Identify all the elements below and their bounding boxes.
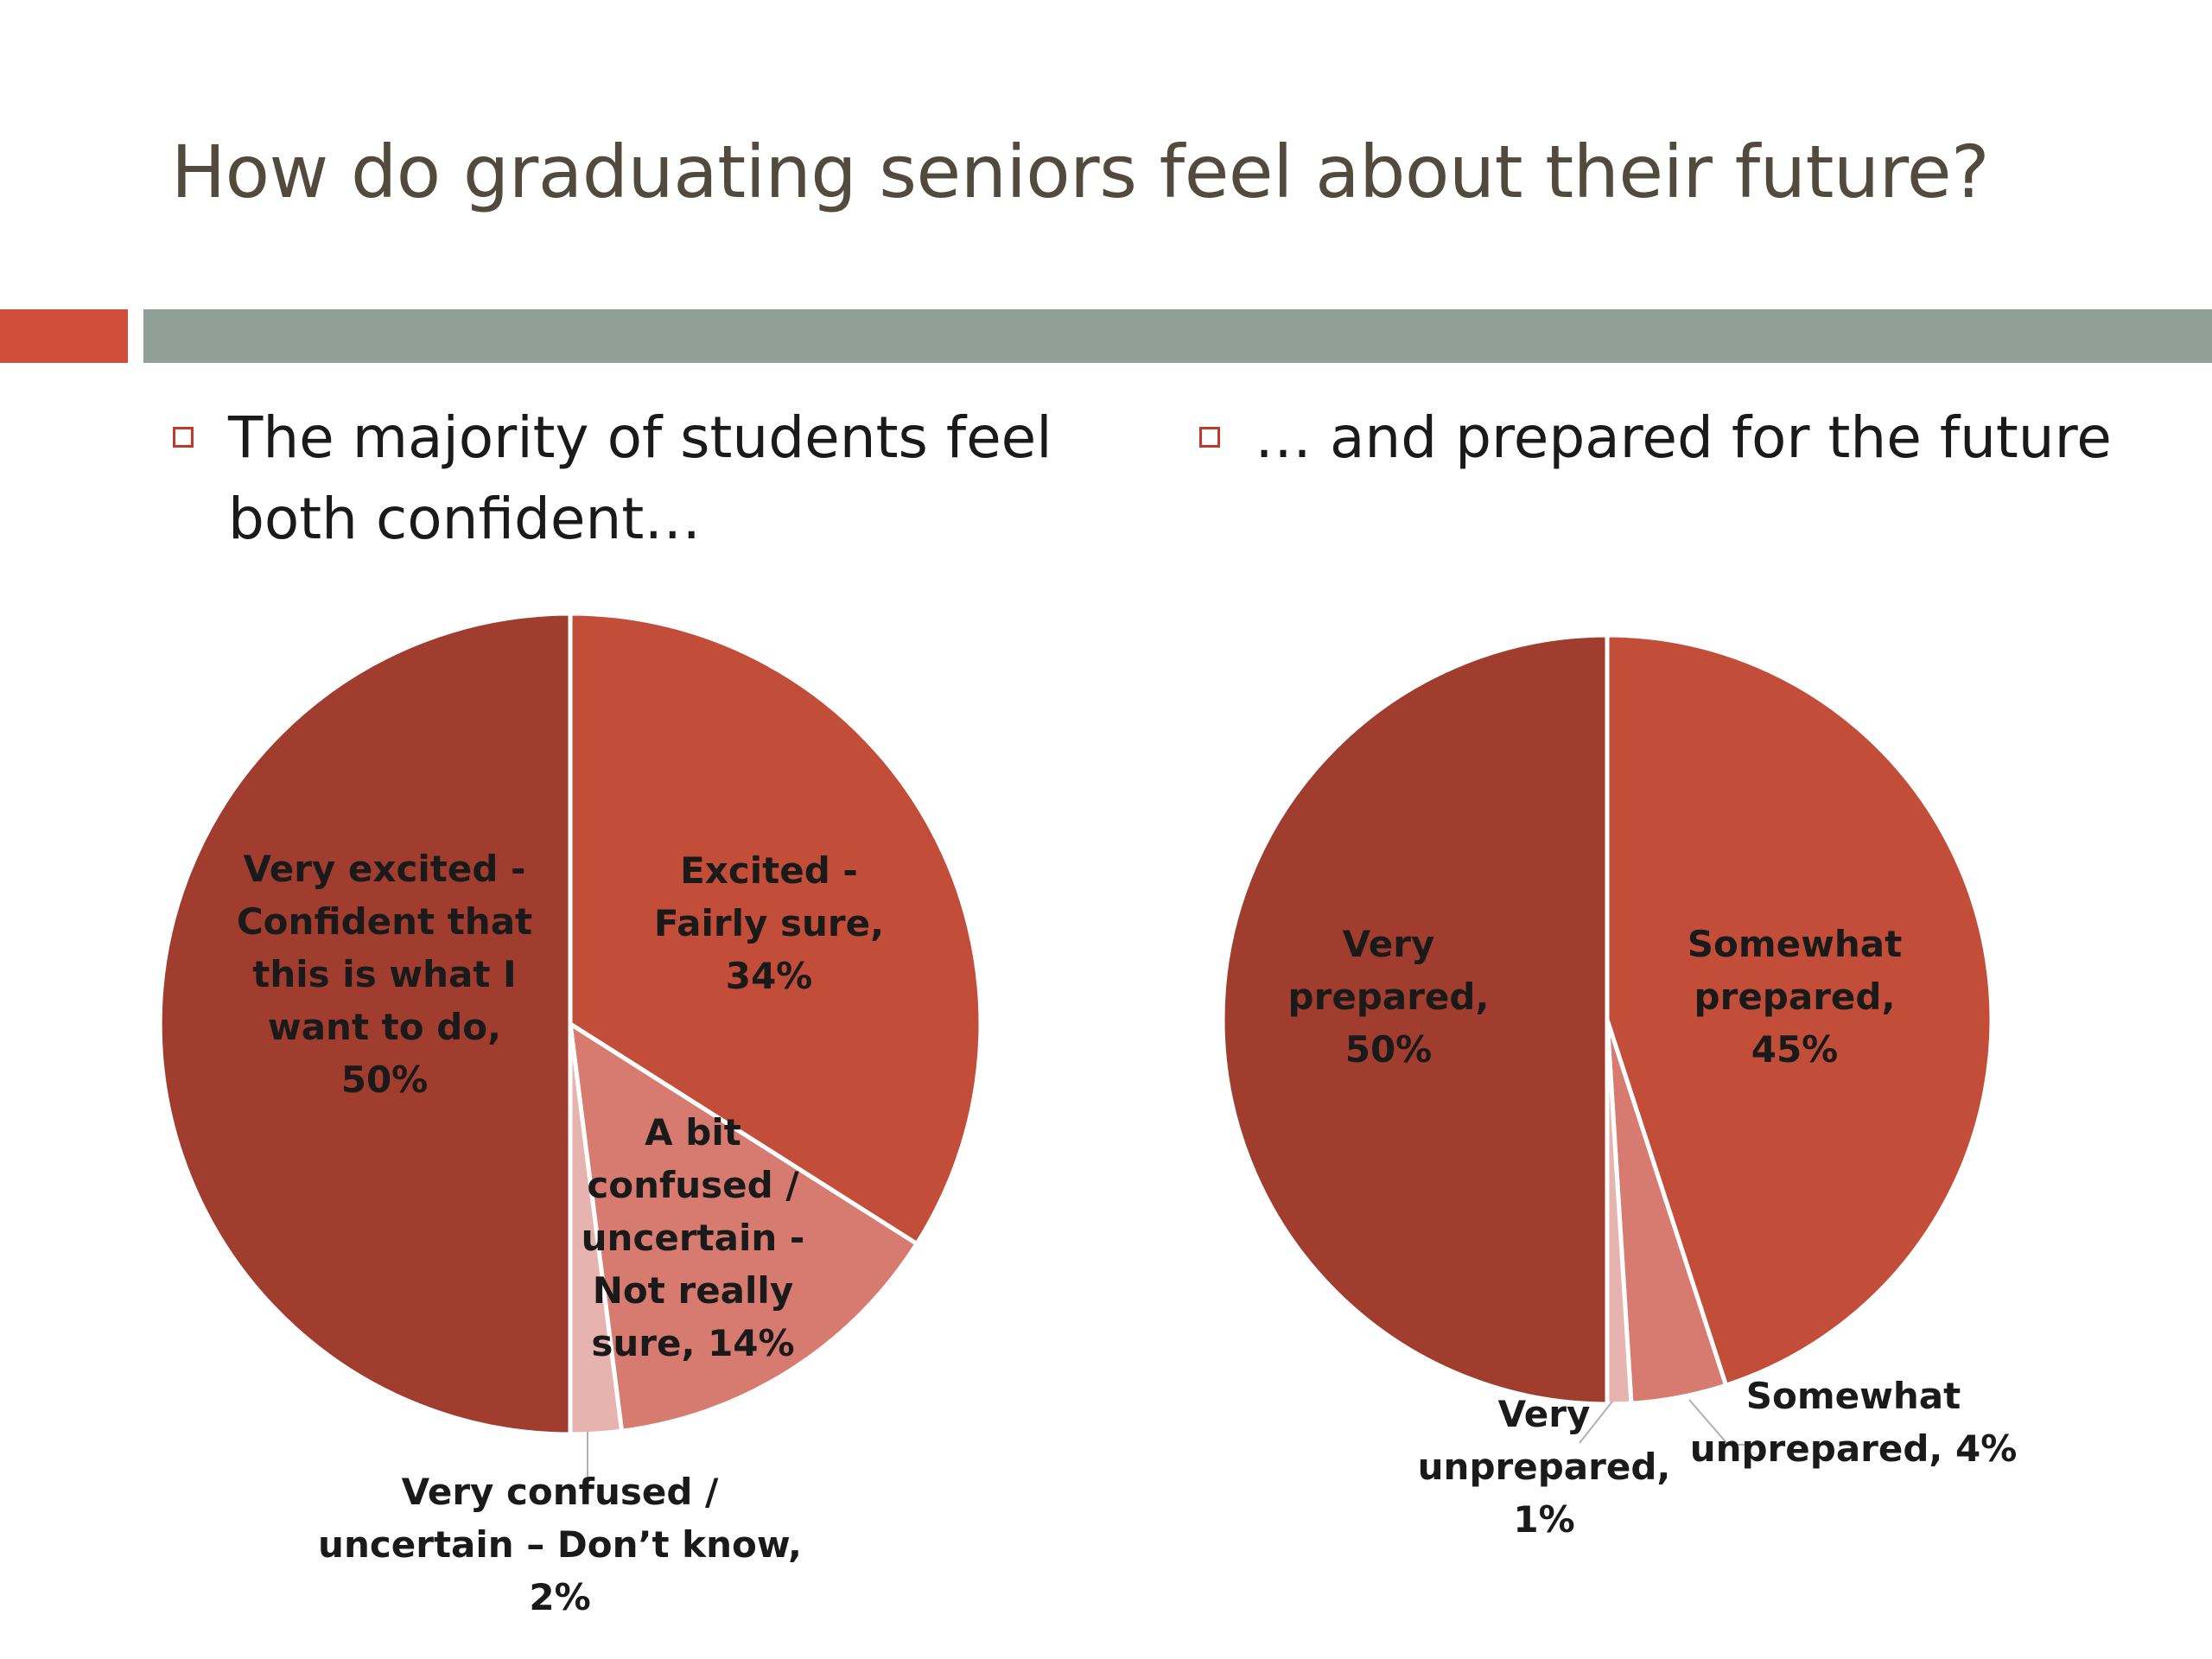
square-bullet-icon	[1199, 427, 1220, 448]
slice-label-1-3: Very confused / uncertain – Don’t know, 2%	[318, 1471, 802, 1618]
slice-label-1-1: Excited -Fairly sure, 34%	[654, 849, 884, 997]
pie-slice-2-4	[1220, 632, 1610, 1407]
bullet-right-text: … and prepared for the future	[1255, 404, 2112, 471]
preparedness-pie: Somewhat prepared, 45% Somewhat unprepared, …	[1220, 632, 2018, 1541]
slide-title: How do graduating seniors feel about the…	[171, 130, 1990, 214]
slice-label-2-3: Very unprepared, 1%	[1418, 1393, 1671, 1541]
slice-label-2-2: Somewhat unprepared, 4%	[1690, 1375, 2018, 1470]
bullet-right: … and prepared for the future	[1199, 397, 2202, 479]
slice-label-1-4: Very excited -Confident that this is what…	[237, 848, 532, 1101]
pie-slice-1-1	[568, 611, 983, 1247]
label-leader-line-2-3	[1579, 1401, 1613, 1444]
square-bullet-icon	[173, 427, 194, 448]
slice-label-1-2: A bit confused / uncertain -Not really sure…	[582, 1111, 805, 1364]
title-divider-bar	[143, 309, 2212, 363]
accent-bar	[0, 309, 128, 363]
bullet-left-text: The majority of students feel both confi…	[228, 404, 1052, 552]
bullet-left: The majority of students feel both confi…	[173, 397, 1089, 560]
label-leader-line-2-2	[1688, 1399, 1752, 1446]
confidence-pie: Excited -Fairly sure, 34% A bit confused / u…	[157, 611, 983, 1618]
pie-slice-1-2	[568, 1021, 919, 1433]
slice-label-2-4: Very prepared, 50%	[1288, 923, 1490, 1071]
pie-slice-1-4	[157, 611, 573, 1437]
slice-label-2-1: Somewhat prepared, 45%	[1688, 923, 1902, 1071]
pie-slice-2-1	[1605, 632, 1994, 1388]
